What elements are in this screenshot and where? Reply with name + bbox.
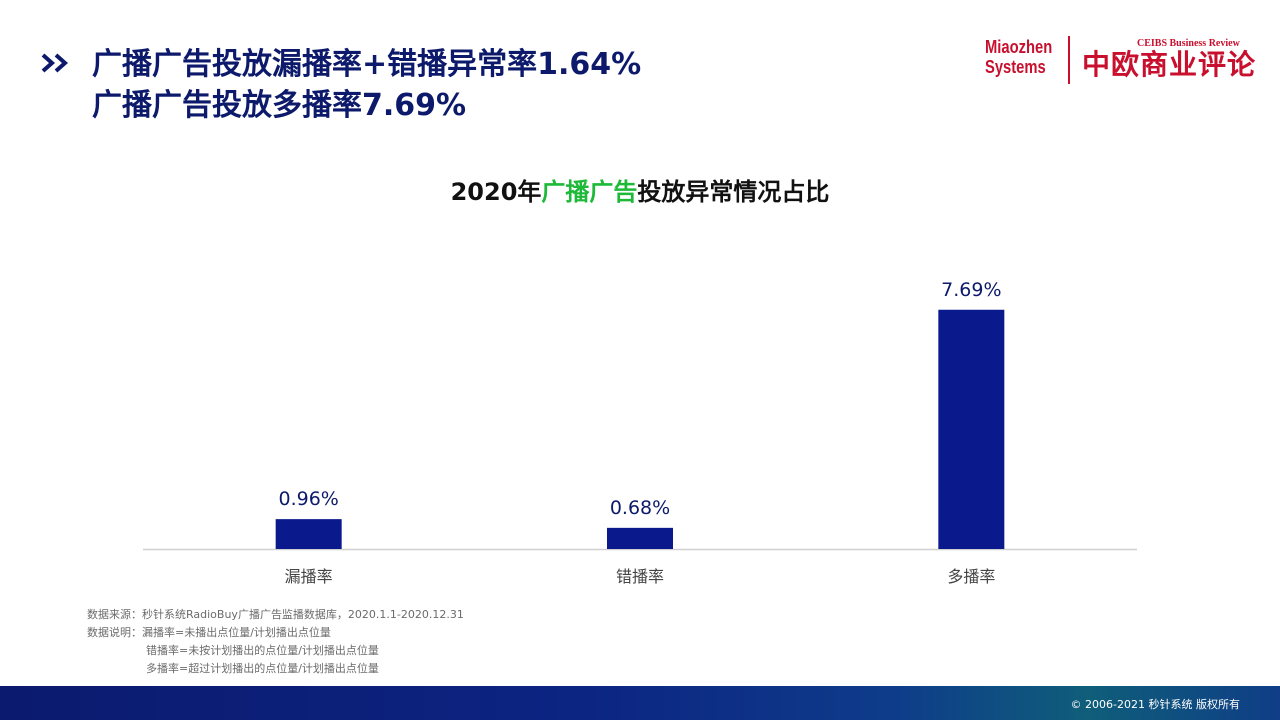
x-tick-label-3: 多播率 xyxy=(947,567,995,586)
data-definition-1: 数据说明：漏播率=未播出点位量/计划播出点位量 xyxy=(87,624,464,642)
double-chevron-icon xyxy=(41,53,69,73)
miaozhen-logo-line1: Miaozhen xyxy=(985,37,1053,57)
miaozhen-logo: Miaozhen Systems xyxy=(985,37,1052,77)
bar-1 xyxy=(275,519,342,549)
missed-rate-definition: 漏播率=未播出点位量/计划播出点位量 xyxy=(142,626,331,639)
wrong-rate-definition: 错播率=未按计划播出的点位量/计划播出点位量 xyxy=(146,644,379,657)
over-rate-definition: 多播率=超过计划播出的点位量/计划播出点位量 xyxy=(146,662,379,675)
bar-2 xyxy=(607,527,673,549)
logo-divider xyxy=(1068,36,1070,84)
ceibs-logo-english: CEIBS Business Review xyxy=(1137,38,1240,49)
x-tick-label-1: 漏播率 xyxy=(285,567,333,586)
chart-title: 2020年广播广告投放异常情况占比 xyxy=(0,172,1280,207)
ceibs-logo-chinese: 中欧商业评论 xyxy=(1082,48,1257,81)
bar-value-label-1: 0.96% xyxy=(278,488,338,510)
data-source: 数据来源：秒针系统RadioBuy广播广告监播数据库，2020.1.1-2020… xyxy=(87,608,464,621)
x-tick-label-2: 错播率 xyxy=(616,567,664,586)
data-definition-label: 数据说明： xyxy=(87,626,142,639)
footer-bar: © 2006-2021 秒针系统 版权所有 xyxy=(0,686,1280,720)
chart-title-suffix: 投放异常情况占比 xyxy=(637,178,830,206)
chart-title-prefix: 2020年 xyxy=(450,178,542,206)
data-notes: 数据来源：秒针系统RadioBuy广播广告监播数据库，2020.1.1-2020… xyxy=(87,606,464,678)
bar-value-label-3: 7.69% xyxy=(941,279,1001,301)
miaozhen-logo-line2: Systems xyxy=(985,57,1046,77)
headline-line-1: 广播广告投放漏播率+错播异常率1.64% xyxy=(92,47,642,82)
bar-value-label-2: 0.68% xyxy=(610,497,670,519)
chart-title-highlight: 广播广告 xyxy=(541,178,638,206)
copyright-text: © 2006-2021 秒针系统 版权所有 xyxy=(1070,698,1240,711)
bar-3 xyxy=(938,309,1005,549)
bar-chart: 0.96% 漏播率 0.68% 错播率 7.69% 多播率 xyxy=(143,279,1137,586)
headline-line-2: 广播广告投放多播率7.69% xyxy=(92,88,467,123)
